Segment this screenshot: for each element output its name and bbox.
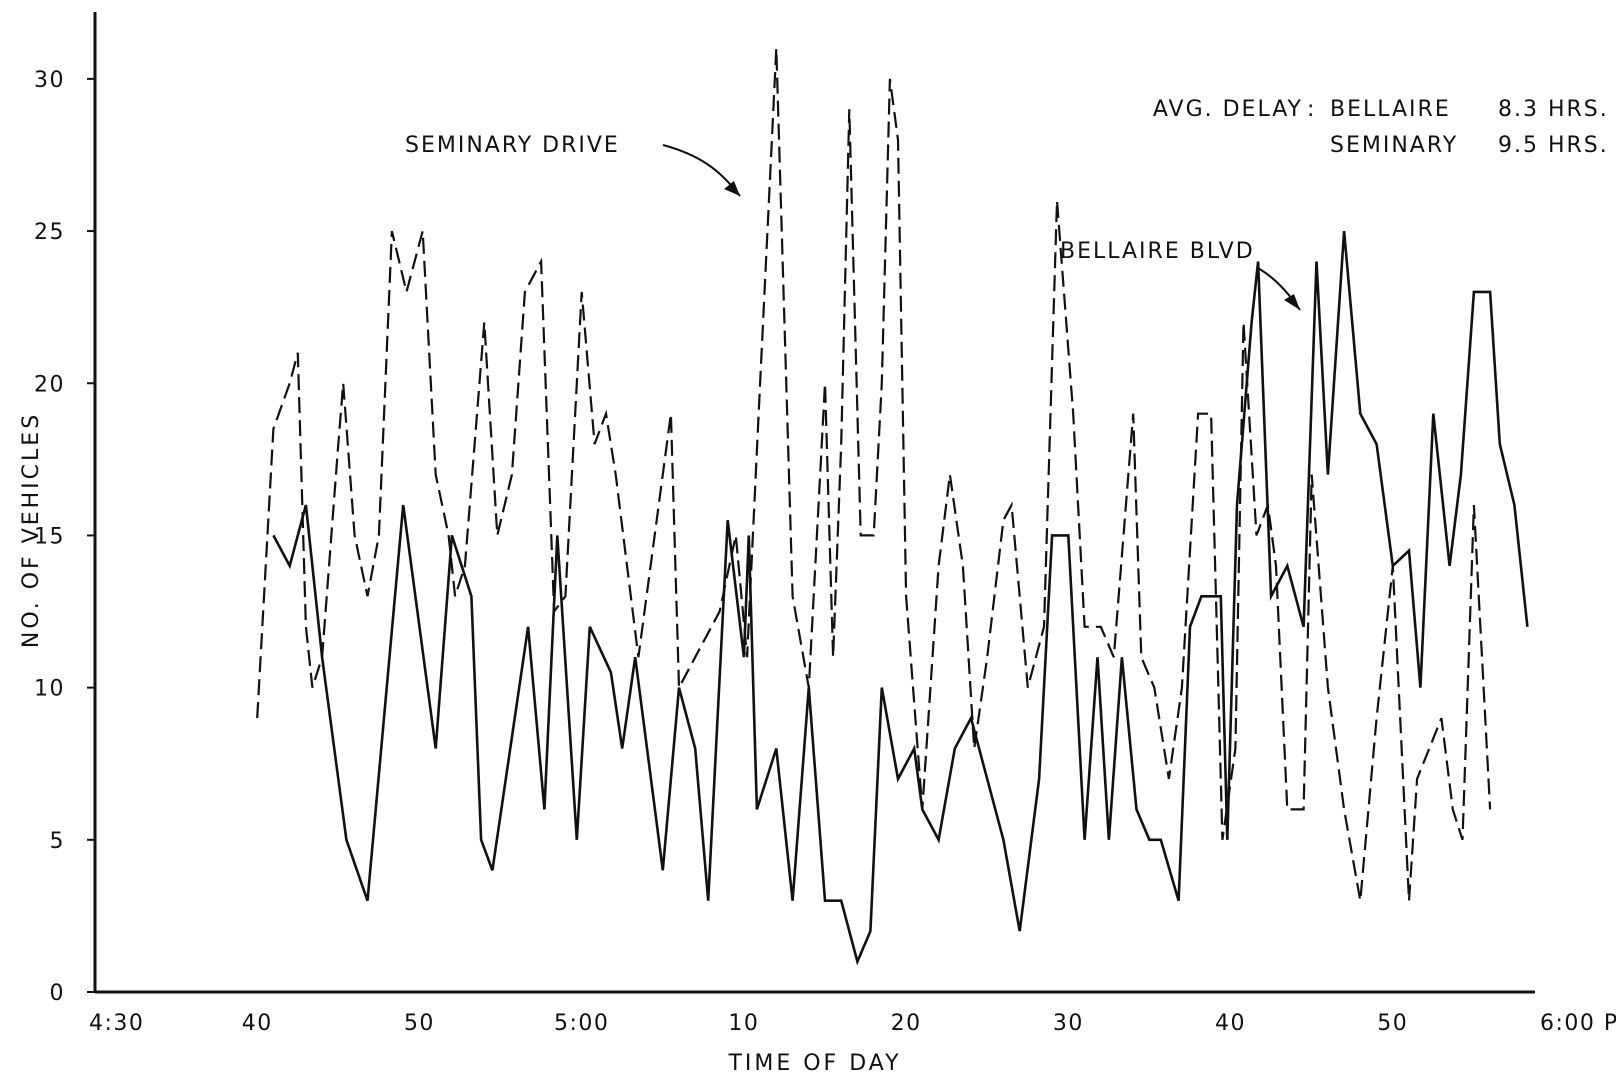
x-tick-label-80: 50 <box>1377 1011 1408 1036</box>
bellaire-blvd-arrowhead <box>1284 294 1300 310</box>
x-tick-label-10: 40 <box>242 1011 273 1036</box>
avg-delay-bellaire-name: BELLAIRE <box>1330 97 1451 122</box>
y-tick-label-10: 10 <box>34 677 65 702</box>
series-line-bellaire-blvd <box>272 230 1529 966</box>
x-tick-label-90: 6:00 PM <box>1540 1011 1616 1036</box>
seminary-drive-arrowhead <box>724 181 740 196</box>
x-tick-label-30: 5:00 <box>554 1011 609 1036</box>
x-tick-label-40: 10 <box>728 1011 759 1036</box>
series-layer <box>256 48 1529 966</box>
y-tick-label-5: 5 <box>50 829 66 854</box>
x-axis-ticks: 4:30 40 50 5:00 10 20 30 40 50 6:00 PM <box>89 1011 1616 1036</box>
x-tick-label-60: 30 <box>1053 1011 1084 1036</box>
x-tick-label-0: 4:30 <box>89 1011 144 1036</box>
avg-delay-separator: : <box>1307 97 1316 122</box>
y-tick-label-20: 20 <box>34 372 65 397</box>
y-tick-label-0: 0 <box>50 981 66 1006</box>
x-axis-title: TIME OF DAY <box>727 1051 901 1076</box>
x-tick-label-70: 40 <box>1215 1011 1246 1036</box>
avg-delay-seminary-value: 9.5 HRS. <box>1498 133 1609 158</box>
y-axis-title: NO. OF VEHICLES <box>19 412 44 648</box>
series-line-seminary-drive <box>256 48 1492 901</box>
y-tick-label-15: 15 <box>34 524 65 549</box>
y-axis-ticks: 0 5 10 15 20 25 30 <box>34 68 95 1006</box>
seminary-drive-label: SEMINARY DRIVE <box>405 133 620 158</box>
avg-delay-bellaire-value: 8.3 HRS. <box>1498 97 1609 122</box>
y-tick-label-30: 30 <box>34 68 65 93</box>
x-tick-label-50: 20 <box>891 1011 922 1036</box>
avg-delay-prefix: AVG. DELAY <box>1153 97 1303 122</box>
y-tick-label-25: 25 <box>34 220 65 245</box>
avg-delay-seminary-name: SEMINARY <box>1330 133 1458 158</box>
x-tick-label-20: 50 <box>404 1011 435 1036</box>
bellaire-blvd-label: BELLAIRE BLVD <box>1060 239 1255 264</box>
